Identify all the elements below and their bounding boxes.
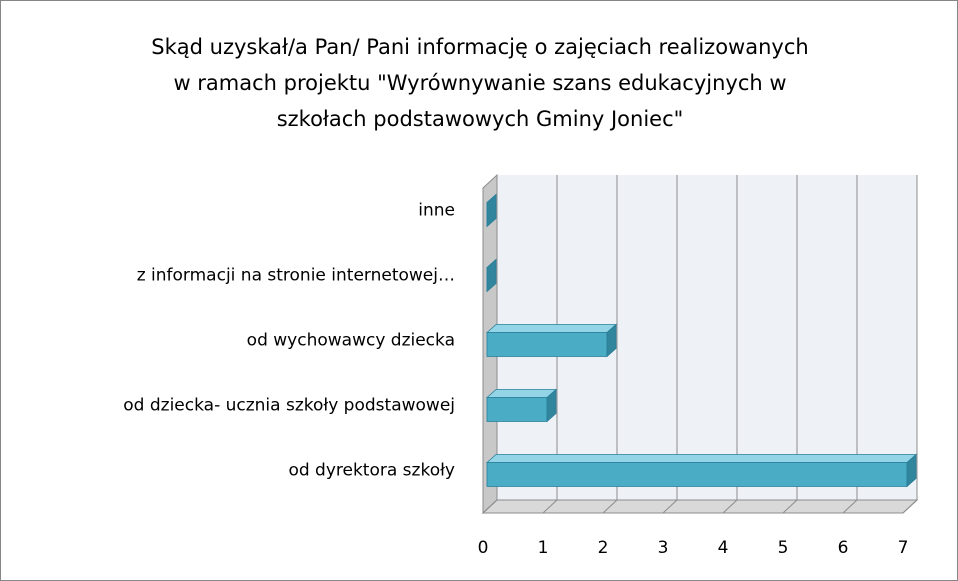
bar-side: [486, 258, 497, 293]
bar-front: [486, 462, 908, 487]
bar: [485, 323, 618, 358]
bar-side: [906, 453, 917, 488]
x-tick-label: 4: [718, 538, 729, 558]
y-tick-label: inne: [418, 201, 455, 221]
bar: [486, 258, 497, 293]
x-tick-label: 6: [838, 538, 849, 558]
x-tick-label: 7: [898, 538, 909, 558]
chart-title-line: szkołach podstawowych Gminy Joniec": [277, 107, 684, 131]
bar-top: [485, 389, 558, 398]
bar-top: [485, 324, 618, 333]
bar: [486, 193, 497, 228]
floor-grid-line: [902, 499, 918, 514]
y-tick-label: od dyrektora szkoły: [288, 461, 455, 481]
bar-side: [486, 193, 497, 228]
x-tick-label: 0: [478, 538, 489, 558]
x-tick-label: 3: [658, 538, 669, 558]
x-tick-label: 2: [598, 538, 609, 558]
bar-side: [546, 388, 557, 423]
floor-grid-line: [842, 499, 858, 514]
x-tick-label: 1: [538, 538, 549, 558]
bar-front: [486, 332, 608, 357]
floor-grid-line: [542, 499, 558, 514]
bar: [485, 388, 558, 423]
y-tick-label: z informacji na stronie internetowej…: [137, 266, 455, 286]
y-tick-label: od wychowawcy dziecka: [247, 331, 455, 351]
bar-side: [606, 323, 617, 358]
chart-title-line: w ramach projektu "Wyrównywanie szans ed…: [173, 71, 786, 95]
bar-front: [486, 397, 548, 422]
bar: [485, 453, 918, 488]
floor: [481, 499, 919, 514]
floor-grid-line: [782, 499, 798, 514]
floor-grid-line: [722, 499, 738, 514]
chart-title-line: Skąd uzyskał/a Pan/ Pani informację o za…: [151, 35, 808, 59]
y-tick-label: od dziecka- ucznia szkoły podstawowej: [123, 396, 455, 416]
floor-grid-line: [602, 499, 618, 514]
bar-top: [485, 454, 918, 463]
back-wall: [497, 175, 917, 500]
x-tick-label: 5: [778, 538, 789, 558]
floor-grid-line: [662, 499, 678, 514]
floor-grid-line: [482, 499, 498, 514]
